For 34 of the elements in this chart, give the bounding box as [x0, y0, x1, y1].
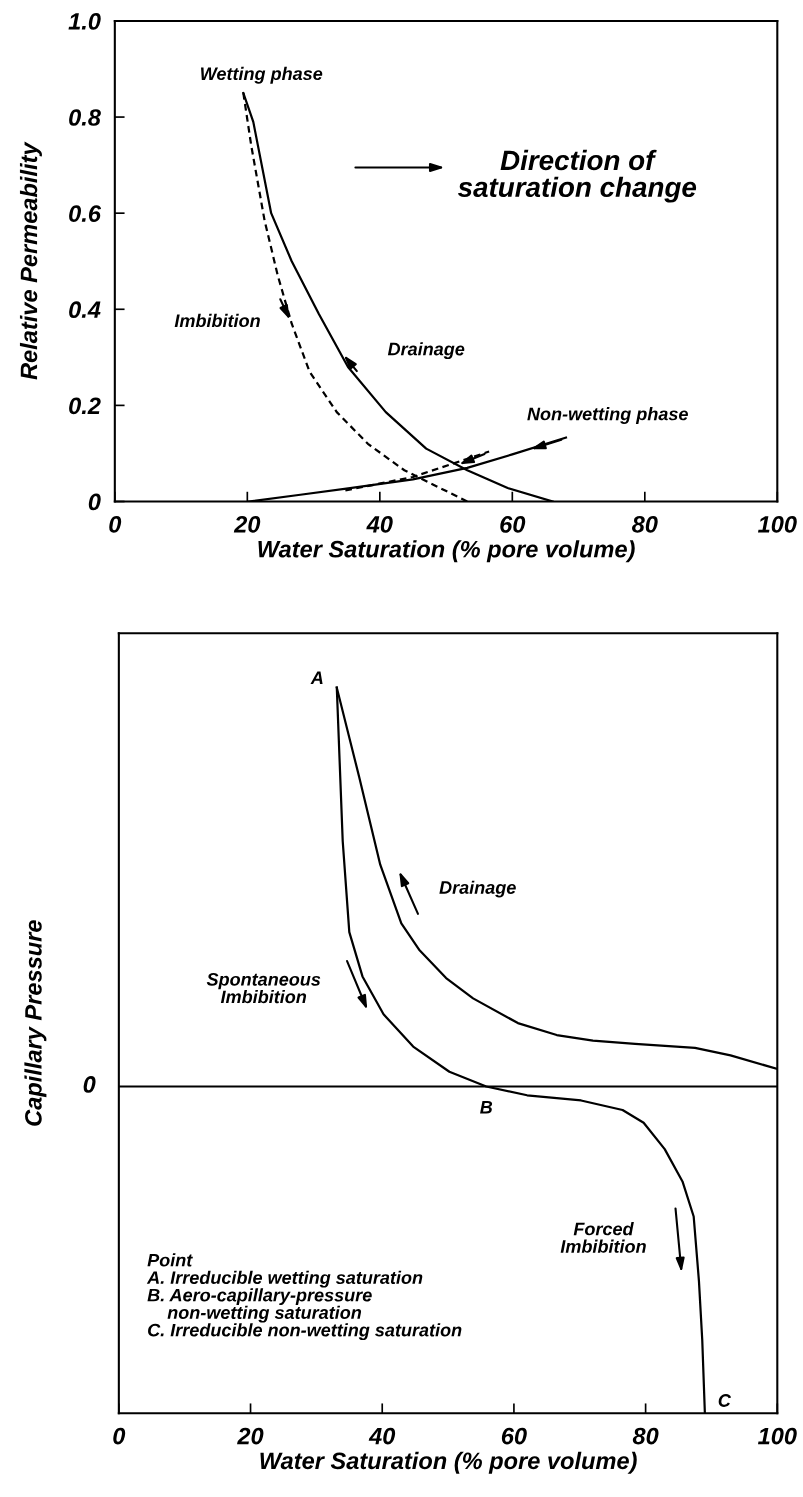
x-axis-title: Water Saturation (% pore volume): [258, 540, 635, 563]
x-axis-title: Water Saturation (% pore volume): [260, 1451, 637, 1474]
annotation: Drainage: [387, 342, 465, 360]
x-tick-label: 40: [368, 1427, 396, 1445]
y-tick-label: 1.0: [68, 13, 101, 30]
x-tick-label: 0: [113, 1427, 126, 1445]
x-tick-label: 20: [237, 1427, 264, 1445]
annotation: Forced Imbibition: [560, 1222, 646, 1253]
x-tick-label: 80: [632, 1427, 659, 1445]
annotation: Wetting phase: [201, 66, 323, 84]
annotation: Spontaneous Imbibition: [206, 972, 321, 1004]
x-tick-label: 100: [757, 1427, 797, 1445]
y-axis-title: Capillary Pressure: [24, 920, 47, 1126]
x-tick-label: 100: [757, 516, 797, 533]
y-tick-label: 0: [88, 493, 101, 511]
x-tick-label: 0: [109, 516, 122, 533]
x-tick-label: 60: [501, 1427, 527, 1445]
x-tick-label: 40: [366, 516, 393, 533]
annotation: C: [718, 1394, 732, 1407]
annotation: Drainage: [439, 880, 516, 898]
annotation: Direction of saturation change: [457, 149, 697, 203]
annotation: Point A. Irreducible wetting saturation B. Aero-capillary-pressure non-wetting saturation C. Irreducible non-wetting saturation: [146, 1253, 462, 1341]
x-tick-label: 20: [233, 516, 261, 533]
x-tick-label: 80: [631, 516, 658, 533]
annotation: Non-wetting phase: [527, 407, 688, 424]
y-tick-label: 0.4: [69, 301, 101, 319]
x-tick-label: 60: [500, 516, 526, 533]
y-tick-label: 0.6: [69, 205, 102, 222]
y-tick-label: 0.2: [69, 397, 101, 415]
y-tick-label: 0.8: [69, 109, 101, 126]
annotation: Imbibition: [174, 313, 260, 328]
annotation: B: [480, 1100, 493, 1114]
y-axis-title: Relative Permeability: [19, 141, 42, 380]
annotation: A: [310, 671, 323, 684]
